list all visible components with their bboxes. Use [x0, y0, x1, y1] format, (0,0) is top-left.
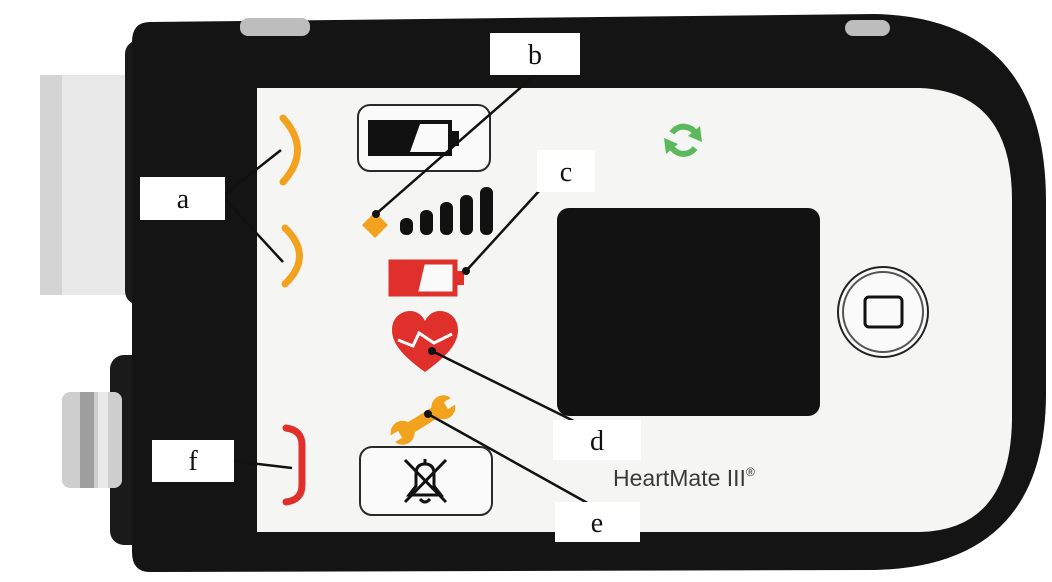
alarm-silence-icon [403, 458, 448, 504]
display-button [837, 266, 929, 358]
leader-line-f [232, 459, 293, 470]
label-e-text: e [591, 508, 603, 539]
top-notch-right [845, 20, 890, 36]
label-a-text: a [177, 184, 190, 215]
leader-dots [372, 210, 470, 418]
label-c: c [537, 150, 595, 192]
battery-button-icon [368, 120, 459, 156]
label-b: b [490, 33, 580, 75]
alarm-silence-button [359, 446, 493, 516]
power-diamond-icon [362, 212, 388, 238]
wrench-icon [387, 395, 459, 445]
label-f-text: f [188, 446, 198, 477]
label-d: d [553, 420, 641, 460]
refresh-icon [664, 123, 702, 157]
lower-bracket-indicator [282, 424, 306, 506]
leader-line-d [431, 349, 597, 434]
label-a: a [140, 177, 225, 220]
low-battery-icon [388, 259, 464, 297]
leader-line-c [465, 189, 541, 272]
upper-bracket-indicator [279, 114, 301, 186]
leader-line-b [375, 74, 536, 215]
leader-line-e [427, 412, 601, 512]
leader-line-a-lower [223, 197, 284, 263]
label-f: f [152, 440, 234, 482]
leader-lines [223, 74, 601, 512]
display-button-icon [863, 295, 904, 329]
brand-mark: ® [746, 465, 755, 479]
middle-bracket-indicator [281, 224, 303, 288]
brand-name: HeartMate III [613, 465, 746, 491]
brand-logo: HeartMate III® [613, 465, 755, 491]
battery-button [357, 104, 491, 172]
label-b-text: b [528, 40, 542, 71]
leader-line-a-upper [223, 149, 282, 196]
signal-bars-icon [400, 187, 493, 235]
label-c-text: c [560, 157, 572, 188]
display-screen [557, 208, 820, 416]
label-e: e [555, 502, 640, 542]
label-d-text: d [590, 426, 604, 457]
top-notch-left [240, 18, 310, 36]
